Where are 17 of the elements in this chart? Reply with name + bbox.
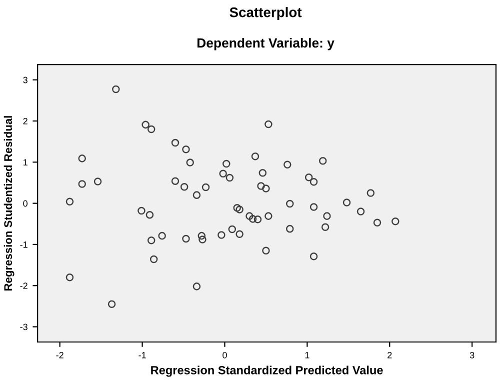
y-tick-label: 2 <box>23 118 28 124</box>
chart-title: Scatterplot <box>230 7 302 20</box>
y-tick-label: -2 <box>20 282 28 289</box>
x-tick-label: 1 <box>305 352 310 358</box>
y-tick-label: 0 <box>23 200 28 207</box>
chart-subtitle: Dependent Variable: y <box>197 38 334 50</box>
x-tick-label: 3 <box>470 352 474 358</box>
x-axis-title: Regression Standardized Predicted Value <box>151 366 383 377</box>
y-tick-label: -1 <box>20 242 28 248</box>
y-axis-title: Regression Studentized Residual <box>4 116 14 291</box>
x-tick-label: -1 <box>138 352 146 358</box>
y-tick-label: -3 <box>20 324 28 330</box>
y-tick-label: 1 <box>24 159 28 166</box>
x-tick-label: -2 <box>56 352 64 358</box>
x-tick-label: 2 <box>388 352 392 358</box>
y-tick-label: 3 <box>23 76 28 84</box>
x-tick-label: 0 <box>222 352 227 358</box>
